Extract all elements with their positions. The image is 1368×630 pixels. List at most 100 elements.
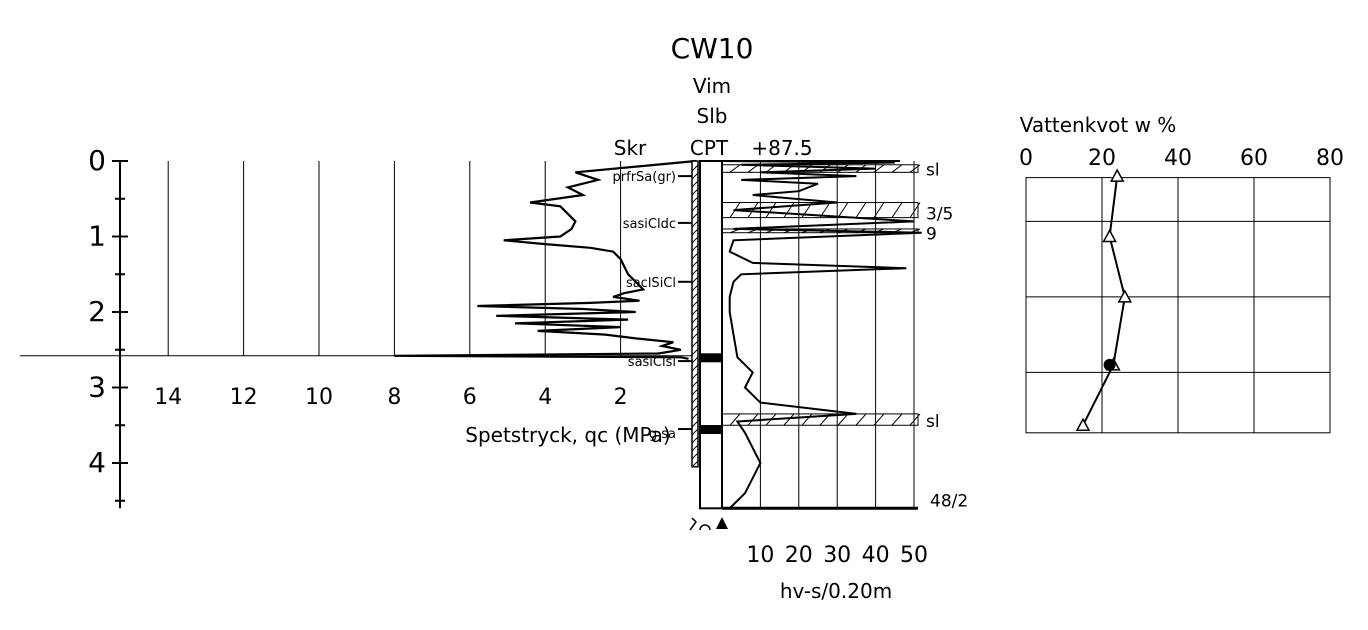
wc-tick-label: 20 (1088, 146, 1116, 171)
soil-label: saclSiCl (626, 276, 676, 291)
ws-layer-hatch (891, 413, 903, 426)
cpt-column (699, 160, 723, 510)
cpt-tick-label: 8 (387, 385, 401, 410)
ws-layer-hatch (729, 164, 741, 173)
sample-mark (700, 353, 722, 363)
skr-hatch (691, 308, 699, 316)
col-cpt: CPT (690, 136, 729, 160)
ws-tick-label: 20 (785, 543, 813, 568)
skr-hatch (691, 356, 699, 364)
water-content-chart: 0 20 40 60 80 (1019, 146, 1344, 434)
wc-triangle-point (1117, 289, 1133, 303)
skr-hatch (691, 276, 699, 284)
wc-triangle-point (1102, 228, 1117, 243)
ws-layer-hatch (873, 164, 885, 173)
ws-layer-label: sl (926, 161, 940, 181)
ws-layer-hatch (801, 413, 813, 426)
borehole-column (678, 160, 900, 531)
skr-hatch (691, 316, 699, 324)
col-skr: Skr (614, 136, 647, 160)
skr-hatch (691, 452, 699, 460)
skr-hatch (691, 428, 699, 436)
cpt-profile-line (394, 159, 697, 360)
soil-label: sasiClsi (628, 355, 676, 370)
skr-hatch (691, 252, 699, 260)
skr-hatch (691, 324, 699, 332)
skr-hatch (691, 188, 699, 196)
skr-hatch (691, 412, 699, 420)
ws-layer-hatch (729, 413, 741, 426)
skr-hatch (691, 268, 699, 276)
ws-layer-hatch (765, 202, 777, 218)
cpt-xlabel: Spetstryck, qc (MPa) (465, 423, 670, 447)
wc-triangle-point (1109, 168, 1125, 182)
skr-hatch (691, 364, 699, 372)
ground-level: +87.5 (751, 136, 812, 160)
skr-hatch (691, 180, 699, 188)
soil-labels: prfrSa(gr) sasiCldc saclSiCl sasiClsi g sa (613, 170, 676, 442)
wc-tick-label: 60 (1240, 146, 1268, 171)
ws-layer-hatch (909, 164, 921, 173)
skr-hatch (691, 300, 699, 308)
cpt-tick-label: 12 (230, 385, 258, 410)
skr-hatch (691, 260, 699, 268)
wc-tick-label: 0 (1019, 146, 1033, 171)
borehole-id: CW10 (671, 32, 754, 65)
ws-layer-hatch (873, 413, 885, 426)
sample-mark (700, 425, 722, 435)
ws-layer-label: 3/5 (926, 204, 953, 224)
wc-tick-label: 80 (1316, 146, 1344, 171)
wc-triangle-point (1075, 417, 1091, 431)
wc-line (1082, 175, 1126, 426)
skr-hatch (691, 420, 699, 428)
ws-tick-label: 50 (900, 543, 928, 568)
ws-layer-label: sl (926, 412, 940, 432)
ws-layer-hatch (891, 202, 903, 218)
skr-hatch (691, 204, 699, 212)
ws-layer-label: 9 (926, 225, 937, 245)
depth-tick-label: 3 (88, 371, 106, 404)
depth-axis: 0 1 2 3 4 (88, 144, 128, 509)
ws-layer-hatch (855, 413, 867, 426)
ws-tick-label: 30 (823, 543, 851, 568)
cpt-tick-label: 2 (614, 385, 628, 410)
cpt-tick-labels: 14 12 10 8 6 4 2 (154, 385, 627, 410)
ws-tick-label: 10 (746, 543, 774, 568)
skr-column (691, 160, 699, 468)
depth-tick-label: 1 (88, 220, 106, 253)
skr-hatch (691, 284, 699, 292)
end-symbol-icon (689, 517, 711, 531)
weight-sounding-section (721, 161, 921, 510)
skr-hatch (691, 332, 699, 340)
soil-label: sasiCldc (623, 217, 676, 232)
soil-label: prfrSa(gr) (613, 170, 676, 185)
cpt-tick-label: 4 (538, 385, 552, 410)
ws-layer-hatch (873, 202, 885, 218)
depth-tick-label: 0 (88, 144, 106, 177)
end-triangle-icon (716, 517, 728, 529)
skr-hatch (691, 164, 699, 172)
weight-sounding-line (721, 160, 922, 510)
skr-hatch (691, 196, 699, 204)
skr-hatch (691, 244, 699, 252)
skr-hatch (691, 436, 699, 444)
skr-hatch (691, 292, 699, 300)
cpt-tick-label: 6 (463, 385, 477, 410)
ws-end-label: 48/2 (930, 491, 968, 511)
ws-layer-hatch (837, 413, 849, 426)
wc-circle-point (1103, 358, 1116, 371)
depth-tick-label: 4 (88, 446, 106, 479)
skr-hatch (691, 380, 699, 388)
ws-layer-hatch (837, 202, 849, 218)
soil-label: g sa (649, 427, 676, 442)
ws-layer-hatch (909, 413, 921, 426)
skr-hatch (691, 220, 699, 228)
ws-xlabel: hv-s/0.20m (780, 579, 892, 603)
ws-layer-hatch (891, 164, 903, 173)
skr-hatch (691, 388, 699, 396)
skr-hatch (691, 444, 699, 452)
wc-tick-label: 40 (1164, 146, 1192, 171)
skr-hatch (691, 228, 699, 236)
method-slb: Slb (697, 104, 728, 128)
